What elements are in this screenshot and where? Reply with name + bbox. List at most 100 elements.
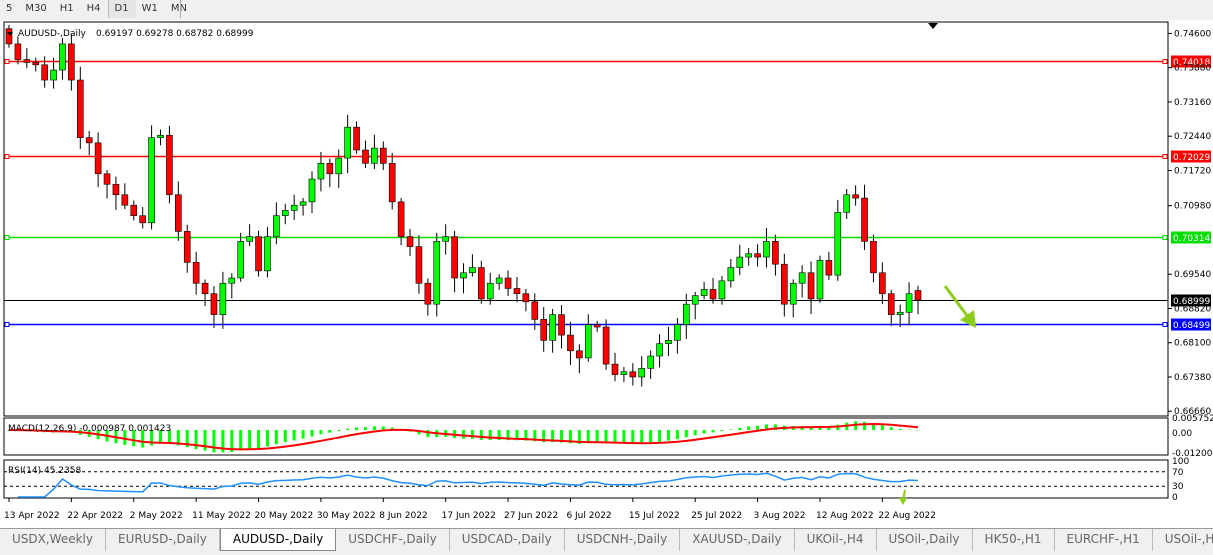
candle[interactable] (647, 350, 654, 379)
candle[interactable] (745, 248, 752, 266)
chart-canvas[interactable]: 0.74018 0.72029 0.70314 0.68999 0.68499 0.005… (0, 20, 1213, 528)
candle[interactable] (76, 66, 84, 150)
level-handle[interactable] (1162, 59, 1168, 64)
chart-tab[interactable]: EURCHF-,H1 (1055, 529, 1153, 551)
candle[interactable] (460, 263, 467, 294)
candle[interactable] (246, 224, 253, 247)
candle[interactable] (166, 125, 173, 204)
candle[interactable] (148, 125, 155, 230)
candle[interactable] (656, 334, 663, 368)
candle[interactable] (638, 356, 646, 387)
candle[interactable] (540, 307, 548, 352)
chart-tab[interactable]: AUDUSD-,Daily (219, 529, 337, 551)
candle[interactable] (620, 366, 628, 383)
candle[interactable] (504, 270, 512, 297)
candle[interactable] (299, 198, 307, 216)
timeframe-d1[interactable]: D1 (107, 0, 136, 18)
candle[interactable] (781, 253, 788, 317)
candle[interactable] (112, 176, 120, 210)
candle[interactable] (362, 140, 369, 169)
timeframe-h4[interactable]: H4 (86, 3, 101, 14)
candle[interactable] (255, 230, 262, 277)
candle[interactable] (237, 232, 245, 282)
candle[interactable] (281, 203, 289, 225)
candle[interactable] (567, 321, 574, 366)
timeframe-mn[interactable]: MN (170, 3, 187, 14)
candle[interactable] (513, 277, 521, 303)
level-handle[interactable] (1162, 322, 1168, 327)
candle[interactable] (130, 200, 138, 221)
candle[interactable] (175, 181, 182, 241)
candle[interactable] (264, 227, 271, 278)
candle[interactable] (326, 158, 334, 188)
candle[interactable] (157, 129, 164, 146)
candle[interactable] (691, 291, 699, 320)
candle[interactable] (593, 320, 601, 332)
candle[interactable] (772, 234, 779, 276)
chart-tab[interactable]: USDCAD-,Daily (450, 529, 565, 551)
candle[interactable] (23, 48, 31, 69)
candle[interactable] (406, 228, 414, 257)
candle[interactable] (629, 363, 637, 386)
candle[interactable] (41, 56, 48, 88)
candle[interactable] (602, 319, 610, 370)
chart-tab[interactable]: HK50-,H1 (973, 529, 1055, 551)
candle[interactable] (219, 271, 227, 329)
candle[interactable] (371, 134, 378, 170)
candle[interactable] (905, 282, 913, 326)
candle[interactable] (486, 272, 494, 305)
level-handle[interactable] (4, 235, 10, 240)
candle[interactable] (59, 38, 66, 80)
chart-tab[interactable]: USDX,Weekly (0, 529, 106, 551)
candle[interactable] (201, 279, 209, 307)
candle[interactable] (290, 194, 298, 220)
candle[interactable] (317, 151, 325, 192)
candle[interactable] (798, 265, 806, 298)
candle[interactable] (14, 36, 22, 65)
candle[interactable] (415, 235, 423, 294)
candle[interactable] (816, 255, 824, 303)
candle[interactable] (665, 327, 672, 357)
level-handle[interactable] (1162, 235, 1168, 240)
collapse-triangle-icon[interactable] (7, 32, 13, 36)
candle[interactable] (825, 251, 833, 280)
candle[interactable] (478, 260, 485, 304)
chart-tab[interactable]: USOil-,H4 (1153, 529, 1213, 551)
candle[interactable] (843, 189, 851, 219)
level-handle[interactable] (4, 59, 10, 64)
candle[interactable] (273, 202, 280, 245)
candle[interactable] (896, 304, 904, 328)
chart-shift-marker-icon[interactable] (928, 23, 938, 29)
chart-tab[interactable]: USDCHF-,Daily (336, 529, 450, 551)
candle[interactable] (397, 198, 405, 246)
candle[interactable] (5, 24, 13, 48)
candle[interactable] (611, 352, 619, 382)
candle[interactable] (763, 228, 770, 268)
candle[interactable] (834, 199, 842, 281)
timeframe-h1[interactable]: H1 (59, 3, 74, 14)
candle[interactable] (852, 185, 859, 206)
candle[interactable] (718, 276, 726, 305)
candle[interactable] (210, 286, 218, 328)
candle[interactable] (308, 171, 316, 214)
candle[interactable] (700, 281, 708, 300)
timeframe-w1[interactable]: W1 (141, 3, 158, 14)
timeframe-5[interactable]: 5 (6, 3, 13, 14)
level-handle[interactable] (1162, 154, 1168, 159)
chart-tab[interactable]: EURUSD-,Daily (106, 529, 220, 551)
candle[interactable] (335, 149, 343, 189)
candle[interactable] (353, 121, 360, 154)
candle[interactable] (727, 258, 735, 288)
candle[interactable] (495, 274, 503, 290)
candle[interactable] (914, 285, 922, 315)
candle[interactable] (807, 261, 815, 315)
candle[interactable] (139, 207, 146, 229)
candle[interactable] (682, 293, 690, 339)
candle[interactable] (94, 132, 102, 188)
candle[interactable] (736, 244, 744, 276)
candle[interactable] (879, 262, 886, 305)
candle[interactable] (344, 114, 351, 174)
candle[interactable] (85, 130, 93, 156)
level-handle[interactable] (4, 154, 10, 159)
candle[interactable] (379, 141, 387, 170)
